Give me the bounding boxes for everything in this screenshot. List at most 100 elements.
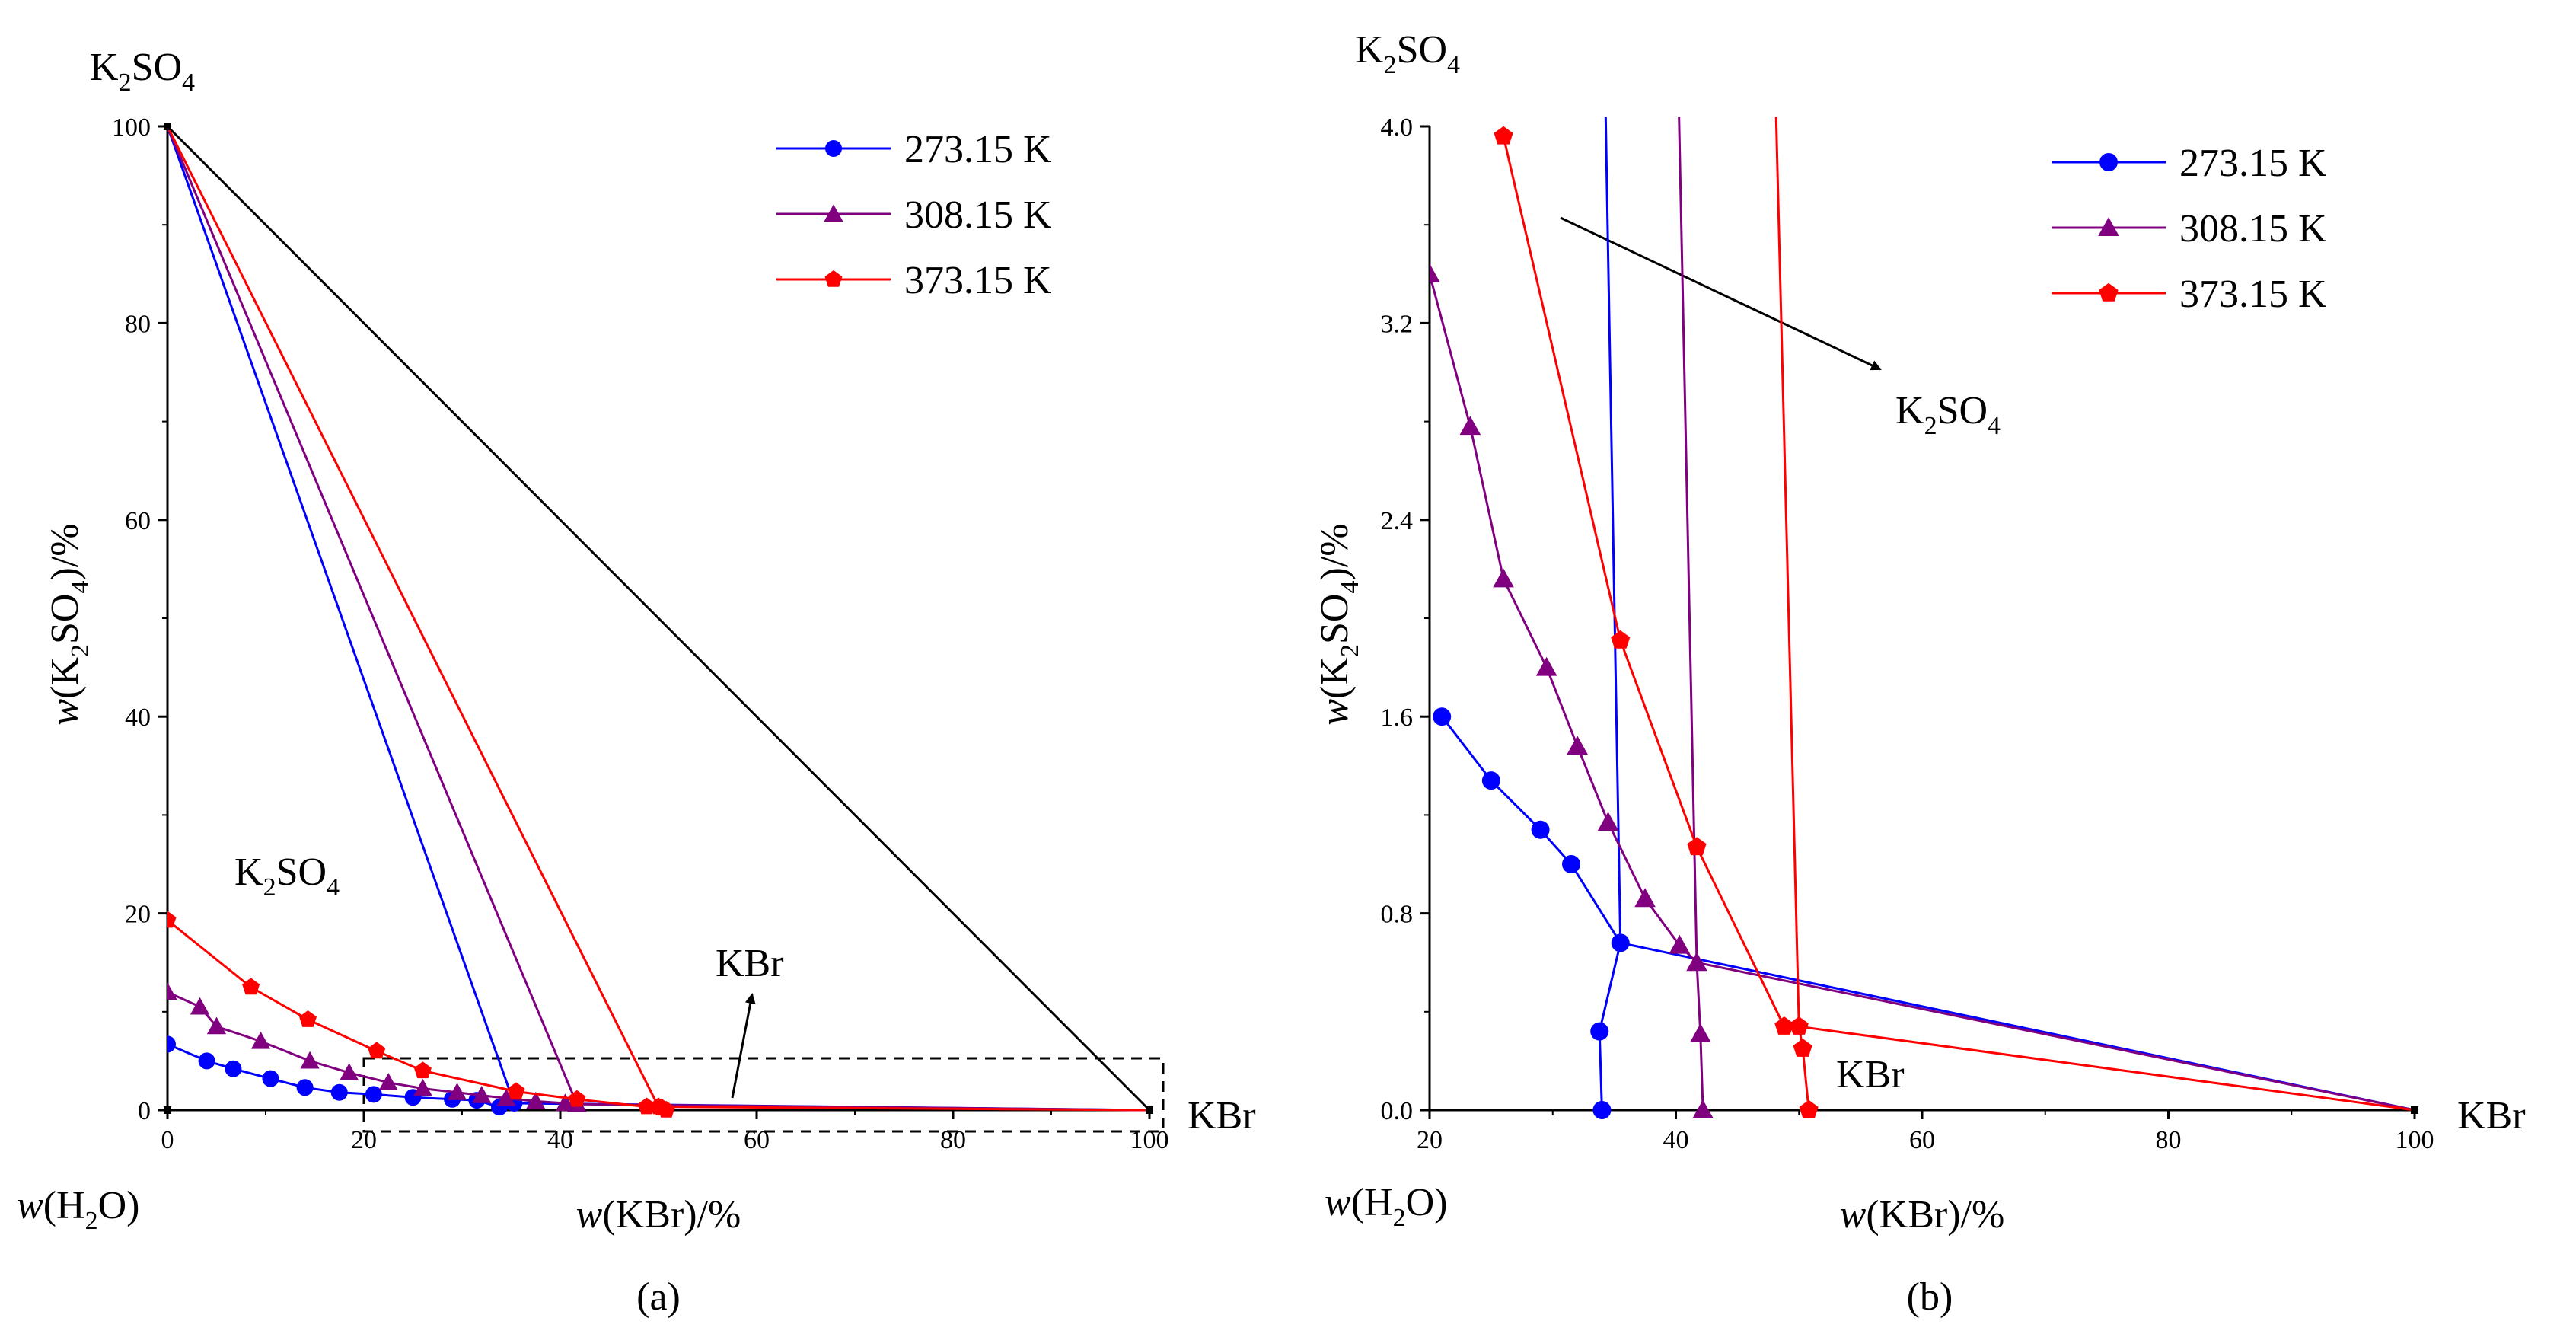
panel-a-corner-k2so4: K2SO4 bbox=[90, 46, 195, 97]
panel-b-point-3 bbox=[1611, 630, 1631, 649]
panel-b-point-3 bbox=[1799, 1099, 1819, 1118]
panel-a-triangle-hypotenuse bbox=[166, 125, 1151, 1112]
panel-b-corner-k2so4: K2SO4 bbox=[1355, 28, 1460, 79]
panel-a-point-3 bbox=[657, 1100, 675, 1118]
panel-a-point-3 bbox=[638, 1097, 655, 1115]
panel-b-point-2 bbox=[1535, 656, 1557, 676]
panel-b-point-3 bbox=[1494, 126, 1513, 145]
panel-b: K2SO4 w(H2O) KBr w(K2SO4)/% w(KBr)/% (b)… bbox=[1313, 28, 2526, 1319]
panel-b-point-1 bbox=[1611, 933, 1630, 952]
panel-b-series-line-3 bbox=[1502, 136, 1810, 1111]
panel-b-point-2 bbox=[1690, 1023, 1711, 1042]
panel-a-ytick-label: 100 bbox=[112, 113, 151, 142]
panel-b-point-2 bbox=[1567, 736, 1588, 755]
panel-a-vertex bbox=[164, 1106, 171, 1114]
panel-b-point-1 bbox=[1481, 771, 1500, 790]
panel-b-point-3 bbox=[1793, 1039, 1812, 1057]
panel-b-series-line-2 bbox=[1430, 273, 1704, 1111]
panel-a-point-1 bbox=[262, 1070, 279, 1087]
panel-b-ytick-label: 0.0 bbox=[1381, 1097, 1414, 1125]
panel-b-point-2 bbox=[1597, 812, 1619, 831]
panel-b-tie-line-3 bbox=[1799, 1025, 2415, 1112]
panel-b-xtick-label: 80 bbox=[2156, 1126, 2182, 1154]
panel-b-corner-water: w(H2O) bbox=[1325, 1181, 1447, 1232]
panel-a-legend-marker-3 bbox=[824, 270, 843, 287]
panel-a-point-1 bbox=[330, 1083, 348, 1101]
panel-b-corner-kbr: KBr bbox=[2457, 1094, 2526, 1138]
panel-a-ytick-label: 80 bbox=[125, 310, 151, 338]
panel-a-ytick-label: 60 bbox=[125, 507, 151, 535]
panel-b-legend-marker-1 bbox=[2099, 153, 2118, 171]
panel-b-point-2 bbox=[1669, 934, 1691, 954]
panel-b-series-line-1 bbox=[1441, 716, 1622, 1111]
panel-b-point-2 bbox=[1459, 416, 1481, 436]
panel-b-ytick-label: 4.0 bbox=[1381, 113, 1414, 142]
panel-a-point-2 bbox=[496, 1088, 516, 1106]
panel-a-point-1 bbox=[167, 1035, 176, 1053]
panel-b-xtick-label: 60 bbox=[1909, 1126, 1935, 1154]
panel-b-point-2 bbox=[1692, 1099, 1714, 1119]
panel-b-xtick-label: 100 bbox=[2396, 1126, 2434, 1154]
panel-a-point-2 bbox=[447, 1083, 467, 1100]
panel-a-corner-kbr: KBr bbox=[1188, 1094, 1256, 1138]
panel-a-point-2 bbox=[340, 1063, 359, 1081]
panel-a-kbr-arrow bbox=[731, 993, 756, 1099]
panel-a-vertex bbox=[1146, 1106, 1153, 1114]
panel-a-point-2 bbox=[167, 982, 177, 1000]
panel-a-ytick-label: 40 bbox=[125, 704, 151, 732]
panel-b-point-3 bbox=[1774, 1016, 1794, 1035]
panel-b-annot-k2so4: K2SO4 bbox=[1895, 389, 2001, 440]
panel-b-ylabel: w(K2SO4)/% bbox=[1313, 523, 1364, 725]
panel-b-tie-line-2 bbox=[1696, 961, 2415, 1112]
panel-a-tie-line-1 bbox=[167, 126, 515, 1104]
panel-a-annot-kbr: KBr bbox=[716, 942, 784, 985]
panel-b-point-1 bbox=[1590, 1022, 1609, 1041]
panel-b-point-3 bbox=[1687, 837, 1707, 856]
panel-b-legend-marker-2 bbox=[2098, 217, 2119, 237]
panel-b-legend-marker-3 bbox=[2099, 282, 2119, 302]
panel-b-annot-kbr: KBr bbox=[1836, 1053, 1905, 1096]
panel-b-tie-line-2 bbox=[1678, 117, 1698, 963]
panel-a-point-3 bbox=[568, 1090, 586, 1107]
panel-b-k2so4-arrow bbox=[1560, 216, 1882, 371]
panel-a-point-3 bbox=[299, 1010, 317, 1027]
panel-b-legend-label-2: 308.15 K bbox=[2179, 207, 2327, 250]
panel-a-point-1 bbox=[225, 1060, 242, 1077]
panel-b-point-1 bbox=[1592, 1101, 1612, 1119]
panel-a-xtick-label: 0 bbox=[161, 1126, 174, 1154]
panel-a-point-2 bbox=[206, 1016, 227, 1035]
panel-b-point-2 bbox=[1634, 888, 1656, 908]
panel-a-point-2 bbox=[300, 1051, 320, 1069]
panel-a-ytick-label: 20 bbox=[125, 901, 151, 929]
panel-b-tie-line-3 bbox=[1774, 117, 1800, 1027]
panel-a-point-3 bbox=[242, 978, 260, 995]
panel-b-xtick-label: 20 bbox=[1417, 1126, 1443, 1154]
panel-a-point-1 bbox=[365, 1086, 382, 1103]
panel-a-point-2 bbox=[378, 1073, 398, 1090]
panel-a-point-1 bbox=[296, 1079, 314, 1096]
panel-a-legend-marker-2 bbox=[824, 204, 843, 222]
panel-a-point-2 bbox=[526, 1091, 546, 1109]
panel-b-ytick-label: 0.8 bbox=[1381, 901, 1414, 929]
panel-a-vertex bbox=[164, 123, 171, 130]
panel-b-point-1 bbox=[1562, 855, 1581, 873]
panel-a-point-2 bbox=[472, 1085, 492, 1103]
panel-b-point-2 bbox=[1493, 568, 1514, 588]
panel-a-legend-label-2: 308.15 K bbox=[904, 193, 1052, 237]
panel-a-point-2 bbox=[250, 1031, 271, 1049]
panel-a-xlabel: w(KBr)/% bbox=[576, 1193, 741, 1236]
panel-b-xtick-label: 40 bbox=[1663, 1126, 1689, 1154]
panel-b-legend-label-1: 273.15 K bbox=[2179, 142, 2327, 185]
panel-b-point-1 bbox=[1433, 707, 1452, 726]
panel-b-point-2 bbox=[1430, 263, 1440, 282]
panel-a-series-line-3 bbox=[167, 919, 667, 1112]
panel-a-point-2 bbox=[555, 1093, 575, 1112]
panel-a-xtick-label: 40 bbox=[547, 1126, 573, 1154]
panel-b-ytick-label: 3.2 bbox=[1381, 310, 1414, 338]
panel-a-point-3 bbox=[507, 1082, 525, 1099]
panel-b-plot: 20 40 60 80 100 0.0 0.8 1.6 2.4 3.2 4.0 273.15 K 308… bbox=[1381, 113, 2434, 1154]
panel-a-corner-water: w(H2O) bbox=[17, 1184, 139, 1235]
panel-a-legend-label-1: 273.15 K bbox=[904, 128, 1052, 171]
panel-b-caption: (b) bbox=[1907, 1275, 1953, 1319]
